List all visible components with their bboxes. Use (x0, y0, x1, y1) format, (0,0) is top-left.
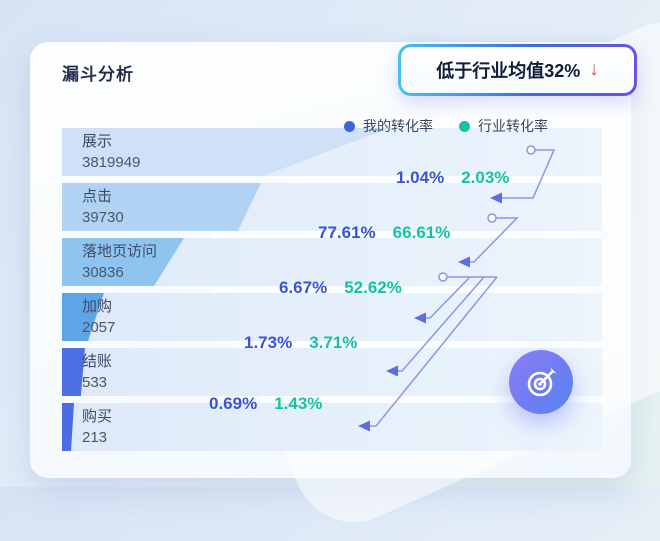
stage-label: 落地页访问 (82, 243, 158, 260)
stage-value: 533 (82, 374, 108, 391)
card-title: 漏斗分析 (62, 65, 134, 84)
target-button[interactable] (509, 350, 573, 414)
badge-label: 低于行业均值32% (436, 61, 581, 81)
stage-label: 点击 (82, 188, 113, 205)
legend-item-industry[interactable]: 行业转化率 (459, 116, 548, 136)
legend: 我的转化率 行业转化率 (344, 116, 548, 136)
stage-labels: 落地页访问 30836 (82, 241, 157, 283)
bullseye-dart-icon (527, 367, 557, 397)
row-band (62, 403, 602, 451)
conversion-pair-2: 77.61% 66.61% (318, 223, 450, 243)
teal-dot-icon (459, 120, 470, 132)
comparison-badge[interactable]: 低于行业均值32% ↓ (398, 44, 637, 96)
my-rate: 6.67% (279, 278, 328, 297)
conversion-pair-1: 1.04% 2.03% (396, 168, 509, 188)
my-rate: 77.61% (318, 223, 376, 242)
industry-rate: 2.03% (461, 168, 510, 187)
arrow-down-icon: ↓ (589, 59, 599, 80)
industry-rate: 66.61% (392, 223, 451, 242)
legend-label-mine: 我的转化率 (363, 118, 433, 134)
stage-value: 2057 (82, 319, 116, 336)
stage-value: 3819949 (82, 154, 141, 171)
funnel-bar (62, 348, 85, 396)
industry-rate: 1.43% (274, 394, 323, 413)
stage-value: 30836 (82, 264, 124, 281)
my-rate: 1.73% (244, 333, 293, 352)
conversion-pair-3: 6.67% 52.62% (279, 278, 402, 298)
stage-labels: 点击 39730 (82, 186, 124, 228)
page-background: { "card": { "title": "漏斗分析" }, "badge": … (0, 0, 660, 487)
my-rate: 1.04% (396, 168, 445, 187)
stage-value: 39730 (82, 209, 124, 226)
stage-labels: 结账 533 (82, 351, 112, 393)
legend-item-mine[interactable]: 我的转化率 (344, 116, 433, 136)
stage-label: 购买 (82, 408, 113, 425)
stage-label: 加购 (82, 298, 113, 315)
conversion-pair-4: 1.73% 3.71% (244, 333, 357, 353)
stage-labels: 展示 3819949 (82, 131, 140, 173)
stage-value: 213 (82, 429, 108, 446)
legend-label-industry: 行业转化率 (478, 118, 548, 134)
stage-label: 展示 (82, 133, 113, 150)
industry-rate: 3.71% (309, 333, 358, 352)
stage-label: 结账 (82, 353, 113, 370)
my-rate: 0.69% (209, 394, 258, 413)
funnel-bar (62, 403, 74, 451)
conversion-pair-5: 0.69% 1.43% (209, 394, 322, 414)
stage-labels: 购买 213 (82, 406, 112, 448)
stage-row-purchase: 购买 213 (62, 403, 602, 451)
blue-dot-icon (344, 120, 355, 132)
industry-rate: 52.62% (344, 278, 402, 297)
stage-labels: 加购 2057 (82, 296, 115, 338)
